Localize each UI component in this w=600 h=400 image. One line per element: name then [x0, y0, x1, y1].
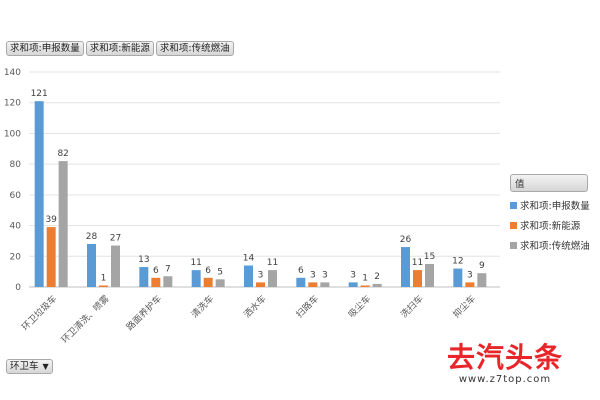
bar [111, 245, 120, 287]
x-tick-label: 吸尘车 [346, 293, 374, 321]
data-label: 3 [258, 270, 264, 280]
data-label: 12 [452, 257, 463, 267]
data-label: 6 [153, 266, 159, 276]
bar [425, 263, 434, 287]
x-tick-label: 清洗车 [189, 293, 217, 321]
x-tick-label: 扫路车 [293, 293, 321, 321]
data-label: 1 [101, 273, 107, 283]
data-label: 26 [400, 235, 412, 245]
legend-label-declared: 求和项:申报数量 [520, 201, 590, 212]
x-tick-label: 环卫清洗、喷雾 [59, 293, 112, 346]
y-tick-label: 60 [10, 191, 22, 201]
data-label: 121 [31, 89, 48, 99]
data-label: 13 [138, 255, 149, 265]
data-label: 1 [362, 273, 368, 283]
bar [308, 282, 318, 287]
x-tick-label: 环卫垃圾车 [19, 293, 59, 333]
data-label: 9 [479, 261, 485, 271]
bar [348, 282, 358, 287]
y-tick-label: 20 [10, 252, 22, 262]
x-tick-label: 洗扫车 [398, 293, 426, 321]
bar [465, 282, 475, 287]
legend-label-new-energy: 求和项:新能源 [520, 221, 581, 232]
bar [34, 101, 44, 287]
bar [139, 267, 149, 287]
chart-legend: 值 求和项:申报数量 求和项:新能源 求和项:传统燃油 [510, 174, 598, 258]
bar [360, 285, 370, 287]
bar [477, 273, 487, 287]
watermark: 去汽头条 www.z7top.com [415, 341, 595, 386]
legend-swatch-declared [510, 201, 517, 209]
legend-title-button[interactable]: 值 [510, 174, 588, 192]
bar [453, 268, 463, 287]
bar [87, 244, 96, 287]
data-label: 27 [110, 234, 121, 244]
bar [46, 227, 56, 287]
bar [268, 270, 277, 287]
legend-label-fuel: 求和项:传统燃油 [520, 241, 590, 252]
legend-swatch-new-energy [510, 221, 517, 229]
data-label: 14 [243, 254, 255, 264]
bar [215, 279, 225, 287]
pivot-field-button-new-energy[interactable]: 求和项:新能源 [85, 41, 154, 56]
data-label: 2 [374, 272, 380, 282]
y-tick-label: 140 [4, 68, 21, 78]
data-label: 11 [412, 258, 423, 268]
category-filter-dropdown[interactable]: 环卫车 ▼ [6, 359, 53, 374]
bar [191, 270, 201, 287]
data-label: 3 [350, 270, 356, 280]
pivot-field-buttons: 求和项:申报数量 求和项:新能源 求和项:传统燃油 [6, 41, 234, 56]
bar [413, 270, 422, 287]
watermark-url: www.z7top.com [458, 374, 552, 385]
category-filter-label: 环卫车 [10, 361, 39, 372]
data-label: 82 [57, 149, 68, 159]
pivot-field-button-declared[interactable]: 求和项:申报数量 [6, 41, 84, 56]
y-tick-label: 120 [4, 99, 21, 109]
bar [296, 277, 306, 287]
data-label: 11 [267, 258, 278, 268]
legend-item-declared: 求和项:申报数量 [510, 198, 598, 212]
y-tick-label: 80 [10, 160, 22, 170]
bar [372, 283, 382, 287]
bar [320, 282, 330, 287]
bar [58, 161, 68, 287]
bar [203, 277, 213, 287]
data-label: 6 [205, 266, 211, 276]
legend-item-fuel: 求和项:传统燃油 [510, 238, 598, 252]
data-label: 6 [298, 266, 304, 276]
y-tick-label: 0 [15, 283, 21, 293]
data-label: 39 [45, 215, 57, 225]
data-label: 3 [310, 270, 316, 280]
dropdown-arrow-icon: ▼ [42, 362, 49, 371]
data-label: 11 [190, 258, 201, 268]
data-label: 3 [322, 270, 328, 280]
data-label: 7 [165, 264, 171, 274]
bar [99, 285, 108, 287]
legend-item-new-energy: 求和项:新能源 [510, 218, 598, 232]
data-label: 3 [467, 270, 473, 280]
x-tick-label: 洒水车 [241, 293, 269, 321]
data-label: 28 [86, 232, 98, 242]
y-tick-label: 100 [4, 129, 21, 139]
bar [151, 277, 161, 287]
legend-swatch-fuel [510, 241, 517, 249]
x-tick-label: 抑尘车 [450, 293, 478, 321]
watermark-logo-text: 去汽头条 [446, 341, 563, 374]
y-tick-label: 40 [10, 222, 22, 232]
data-label: 15 [424, 252, 435, 262]
bar [244, 265, 253, 287]
pivot-field-button-fuel[interactable]: 求和项:传统燃油 [155, 41, 234, 56]
bar [256, 282, 265, 287]
bar [163, 276, 173, 287]
x-tick-label: 路面养护车 [124, 293, 164, 333]
bar [401, 247, 410, 287]
data-label: 5 [217, 267, 223, 277]
